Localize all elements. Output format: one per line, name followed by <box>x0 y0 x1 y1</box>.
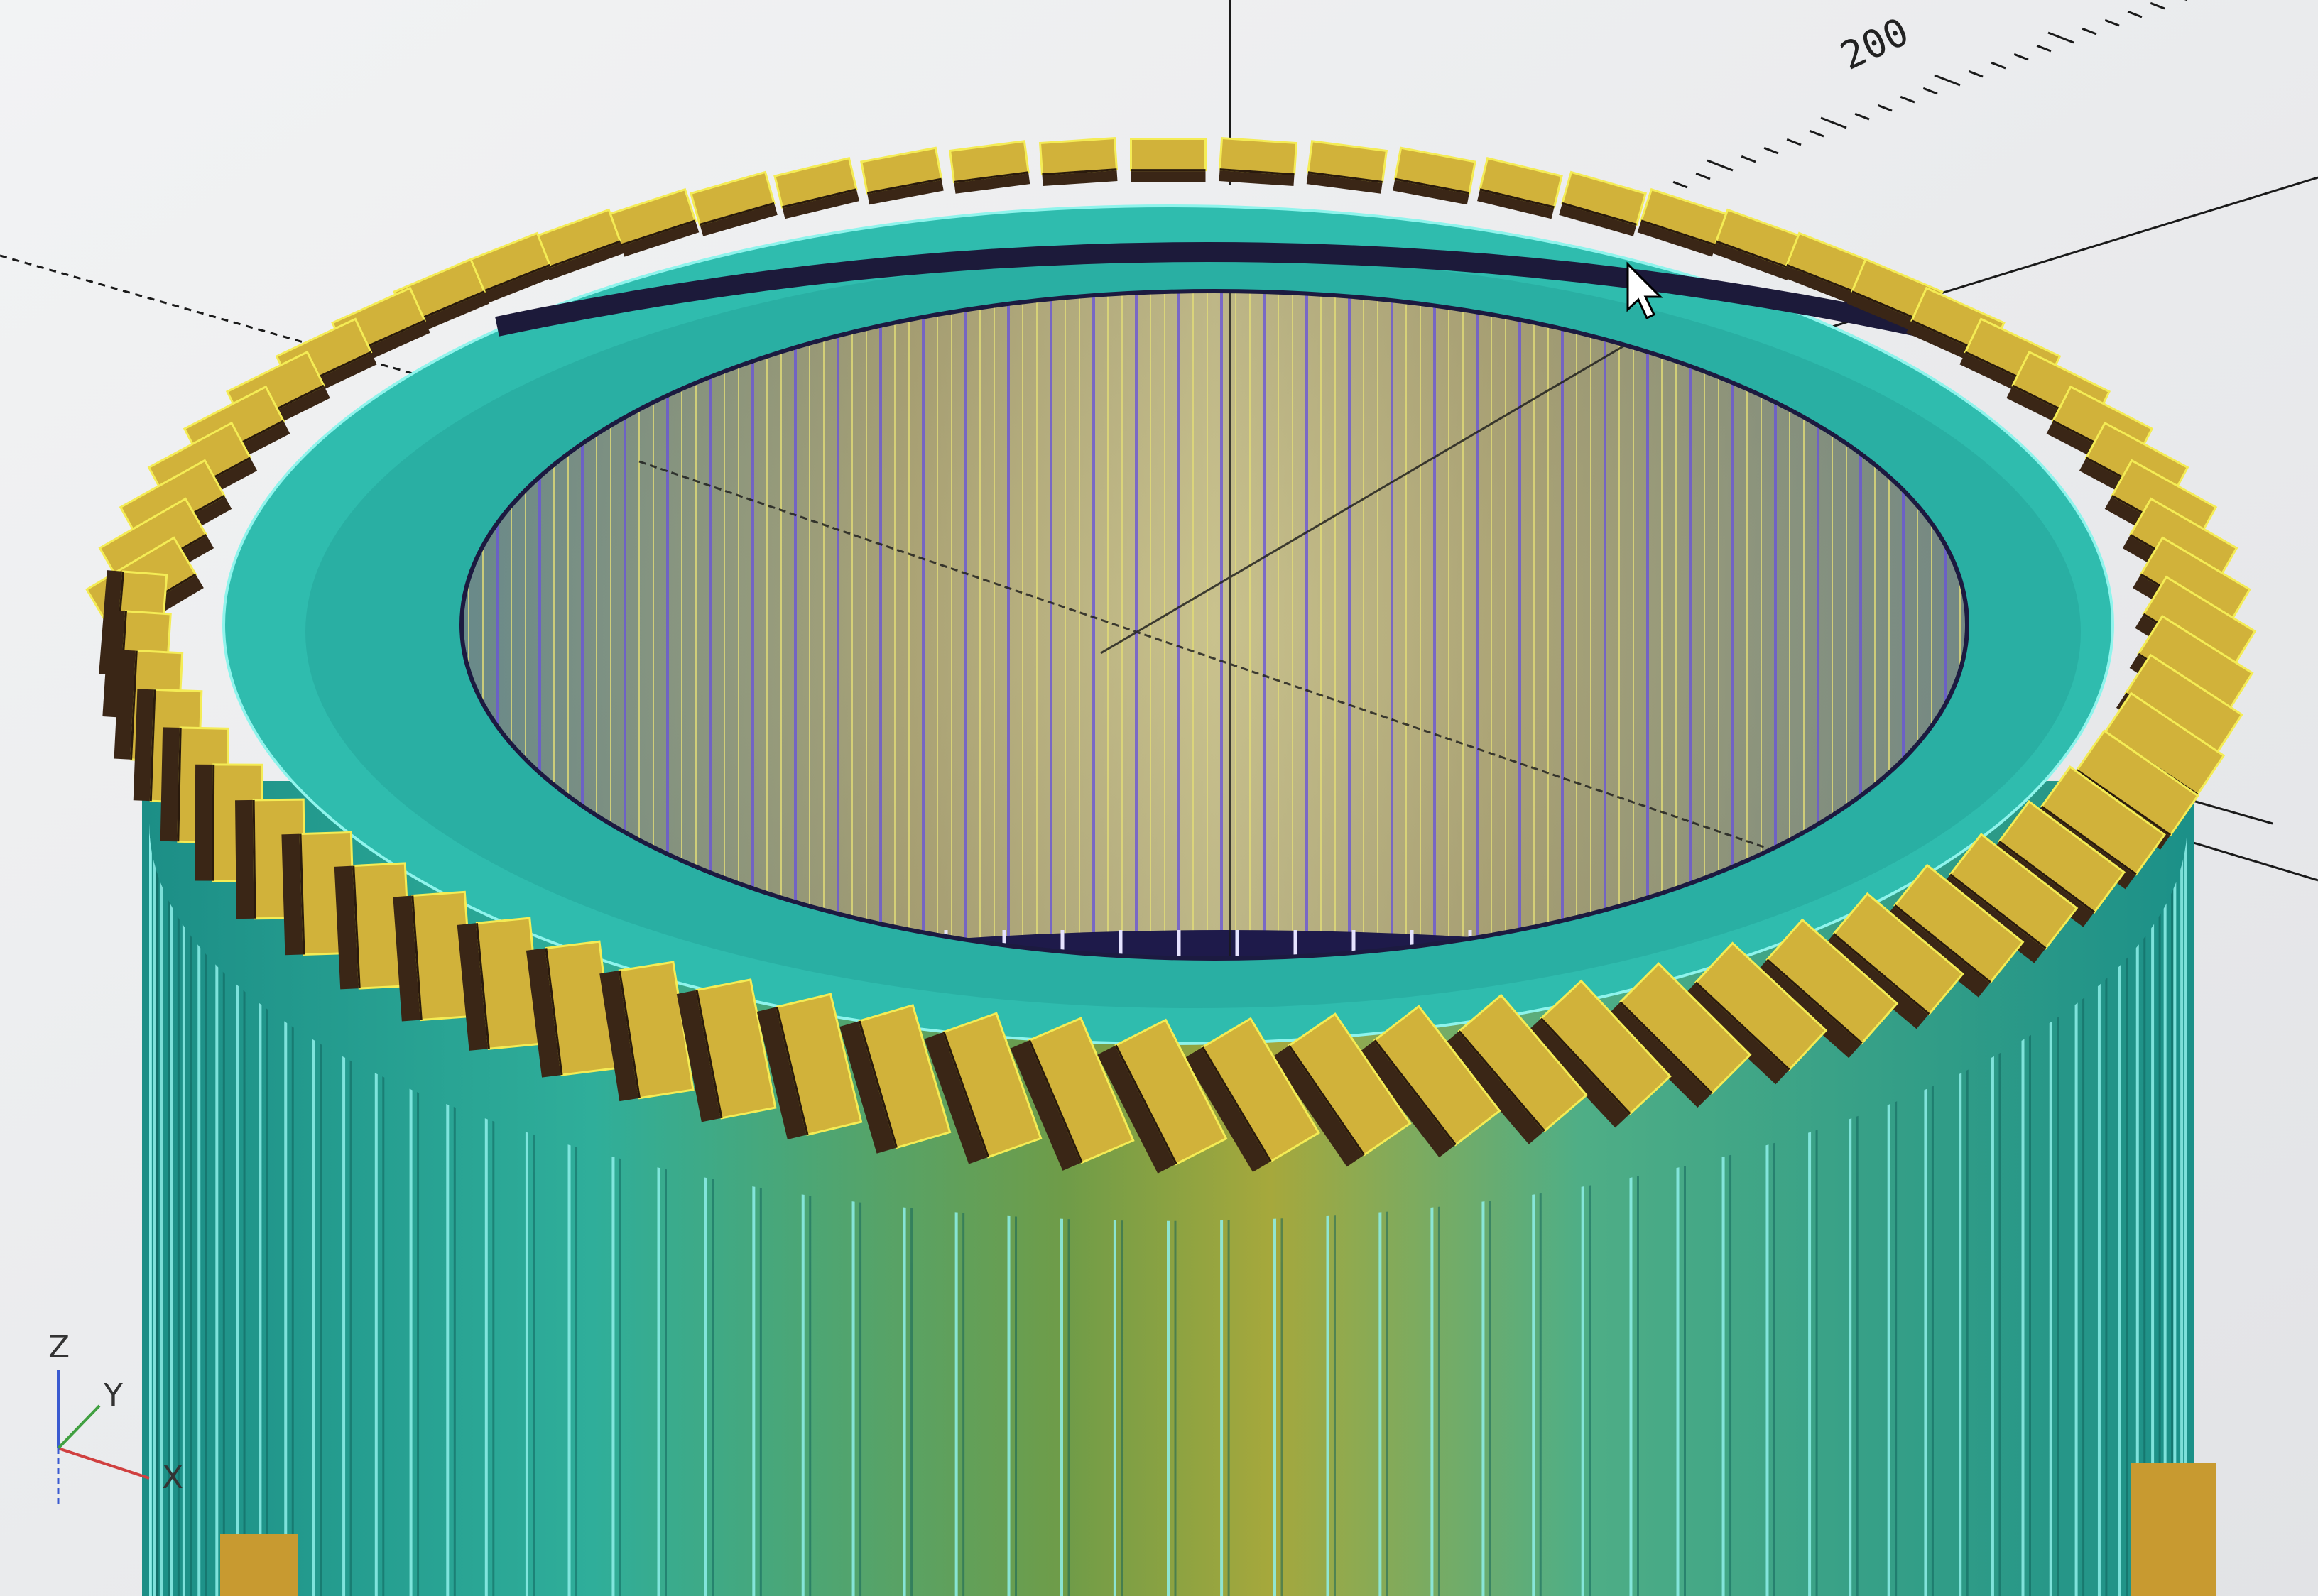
magnet-segment <box>1219 136 1298 187</box>
axis-z-label: Z <box>48 1329 70 1365</box>
base-plate-right <box>2131 1463 2216 1596</box>
magnet-segment <box>1393 146 1476 205</box>
magnet-segment <box>690 170 778 236</box>
axis-y-label: Y <box>103 1377 123 1414</box>
magnet-segment <box>1559 170 1647 236</box>
magnet-segment <box>1185 1017 1320 1172</box>
magnet-segment <box>1477 157 1563 219</box>
magnet-segment <box>924 1012 1043 1164</box>
back-rim-shadow <box>495 242 1920 337</box>
magnet-segment <box>526 940 616 1078</box>
magnet-segment <box>1526 979 1672 1128</box>
magnet-segment <box>1682 941 1828 1085</box>
magnet-segment <box>773 157 859 219</box>
magnet-segment <box>676 978 777 1122</box>
magnet-segment <box>1010 1017 1135 1171</box>
magnet-segment <box>756 993 863 1139</box>
magnet-segment <box>1130 138 1207 182</box>
magnet-segment <box>1443 993 1588 1144</box>
magnet-segment <box>1821 892 1964 1029</box>
magnet-ring <box>85 136 2257 1174</box>
magnet-segment <box>1753 918 1899 1059</box>
magnet-segment <box>839 1004 952 1154</box>
magnet-segment <box>1306 140 1388 194</box>
magnet-segment <box>457 917 543 1051</box>
magnet-segment <box>1606 962 1752 1108</box>
magnet-segment <box>609 187 700 257</box>
magnet-segment <box>1038 136 1118 187</box>
axes-gizmo: Z Y X <box>48 1329 183 1505</box>
axis-ruler-ticks <box>1593 0 2187 214</box>
magnet-segment <box>1097 1018 1228 1174</box>
axis-x-label: X <box>162 1460 183 1496</box>
base-plate-left <box>220 1534 298 1596</box>
magnet-segment <box>860 146 944 205</box>
magnet-segment <box>393 890 475 1022</box>
stator-bore <box>459 289 1969 961</box>
magnet-segment <box>599 961 695 1102</box>
magnet-segment <box>1782 231 1877 307</box>
magnet-segment <box>1883 863 2025 998</box>
magnet-segment <box>1938 833 2079 963</box>
magnet-segment <box>948 140 1030 194</box>
magnet-segment <box>1358 1005 1501 1158</box>
magnet-segment <box>1272 1012 1412 1167</box>
arrow-cursor-icon <box>1626 261 1663 320</box>
magnet-segment <box>334 862 413 990</box>
